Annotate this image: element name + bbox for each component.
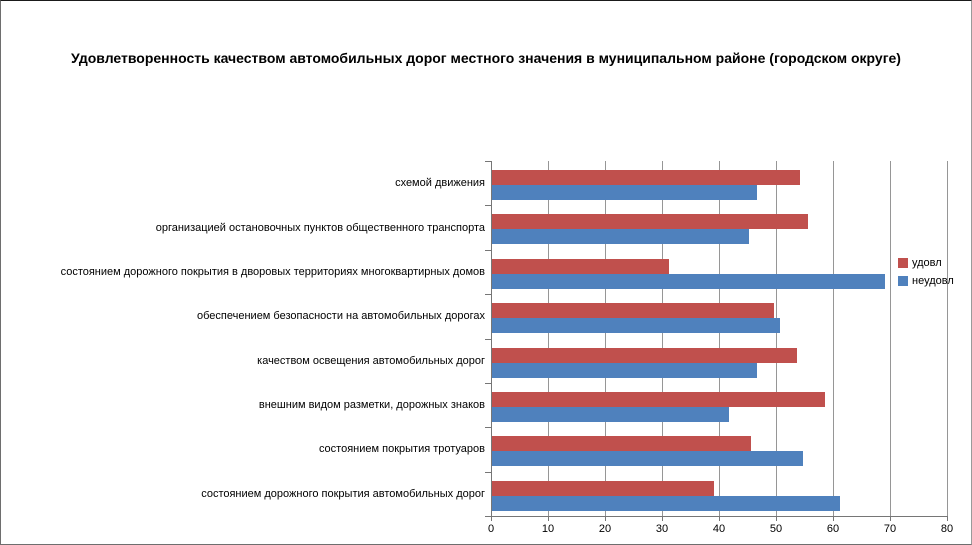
plot-area [485, 161, 948, 521]
category-label: состоянием покрытия тротуаров [318, 443, 485, 455]
legend-item: неудовл [898, 275, 954, 287]
x-tick-label: 20 [598, 523, 612, 535]
bar-удовл [492, 347, 797, 363]
y-axis-tick [485, 205, 491, 206]
y-axis-tick [485, 294, 491, 295]
category-label: внешним видом разметки, дорожных знаков [258, 399, 485, 411]
gridline [719, 161, 720, 516]
gridline [947, 161, 948, 516]
legend-label: неудовл [912, 275, 954, 287]
bar-неудовл [492, 318, 780, 334]
gridline [605, 161, 606, 516]
bar-удовл [492, 170, 800, 185]
category-label: состоянием дорожного покрытия автомобиль… [201, 488, 485, 500]
y-axis-tick [485, 472, 491, 473]
x-tick-label: 40 [712, 523, 726, 535]
x-axis-tick [605, 516, 606, 521]
x-axis-tick [890, 516, 891, 521]
gridline [890, 161, 891, 516]
bar-удовл [492, 303, 775, 319]
chart-title: Удовлетворенность качеством автомобильны… [71, 50, 901, 66]
bar-неудовл [492, 185, 758, 200]
bar-неудовл [492, 273, 886, 289]
bar-удовл [492, 214, 809, 230]
y-axis-line [491, 161, 492, 516]
y-axis-tick [485, 427, 491, 428]
x-tick-label: 70 [883, 523, 897, 535]
category-label: схемой движения [395, 177, 485, 189]
x-axis-tick [548, 516, 549, 521]
bar-неудовл [492, 451, 803, 467]
gridline [776, 161, 777, 516]
bar-неудовл [492, 495, 840, 511]
x-tick-label: 0 [487, 523, 495, 535]
bar-удовл [492, 436, 752, 452]
legend-swatch-удовл [898, 258, 908, 268]
bar-неудовл [492, 406, 729, 422]
x-tick-label: 10 [541, 523, 555, 535]
legend-swatch-неудовл [898, 276, 908, 286]
x-tick-label: 80 [940, 523, 954, 535]
y-axis-tick [485, 516, 491, 517]
y-axis-tick [485, 161, 491, 162]
bar-неудовл [492, 229, 749, 245]
x-axis-tick [491, 516, 492, 521]
bar-удовл [492, 480, 715, 496]
x-axis-tick [776, 516, 777, 521]
category-label: качеством освещения автомобильных дорог [257, 355, 485, 367]
x-tick-label: 50 [769, 523, 783, 535]
gridline [548, 161, 549, 516]
x-tick-label: 30 [655, 523, 669, 535]
gridline [662, 161, 663, 516]
bar-неудовл [492, 362, 758, 378]
y-axis-tick [485, 339, 491, 340]
gridline [833, 161, 834, 516]
category-label: состоянием дорожного покрытия в дворовых… [60, 266, 485, 278]
bar-удовл [492, 391, 826, 407]
bar-удовл [492, 258, 669, 274]
legend-label: удовл [912, 257, 942, 269]
x-axis-line [491, 516, 947, 517]
legend-item: удовл [898, 257, 954, 269]
legend: удовл неудовл [898, 257, 954, 293]
x-axis-tick [947, 516, 948, 521]
category-label: обеспечением безопасности на автомобильн… [197, 310, 485, 322]
y-axis-tick [485, 383, 491, 384]
y-axis-tick [485, 250, 491, 251]
x-axis-tick [719, 516, 720, 521]
x-tick-label: 60 [826, 523, 840, 535]
category-label: организацией остановочных пунктов общест… [155, 222, 485, 234]
x-axis-tick [833, 516, 834, 521]
x-axis-tick [662, 516, 663, 521]
